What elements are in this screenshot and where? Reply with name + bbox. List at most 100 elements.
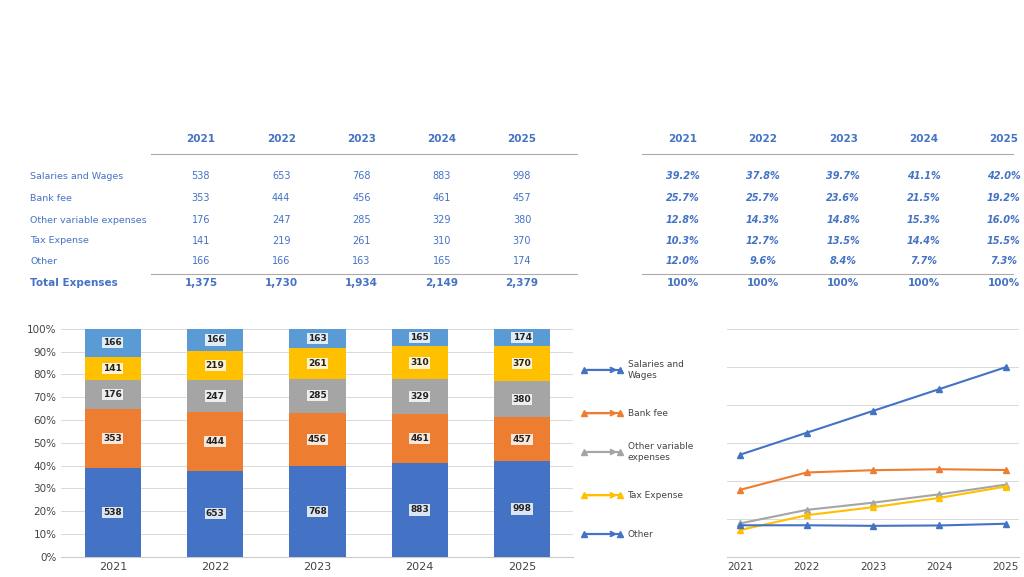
Bar bbox=[391, 463, 447, 557]
Text: 2024: 2024 bbox=[909, 134, 938, 144]
Bar bbox=[290, 413, 345, 466]
Bar bbox=[85, 329, 141, 357]
Text: 2,149: 2,149 bbox=[425, 278, 459, 288]
Text: 2021: 2021 bbox=[668, 134, 697, 144]
Bar bbox=[85, 467, 141, 557]
Bar bbox=[290, 348, 345, 379]
Text: 19.2%: 19.2% bbox=[987, 193, 1021, 203]
Text: 261: 261 bbox=[308, 359, 327, 368]
Text: 8.4%: 8.4% bbox=[829, 256, 857, 266]
Text: 166: 166 bbox=[272, 256, 291, 266]
Text: 141: 141 bbox=[103, 364, 122, 373]
Bar bbox=[187, 380, 244, 413]
Text: 457: 457 bbox=[513, 435, 531, 444]
Text: 310: 310 bbox=[411, 358, 429, 368]
Text: 141: 141 bbox=[191, 236, 210, 246]
Text: 285: 285 bbox=[352, 215, 371, 226]
Text: 998: 998 bbox=[513, 504, 531, 514]
Text: 174: 174 bbox=[513, 333, 531, 342]
Text: 165: 165 bbox=[411, 334, 429, 342]
Text: 165: 165 bbox=[432, 256, 451, 266]
Text: 219: 219 bbox=[206, 361, 224, 370]
Bar bbox=[290, 466, 345, 557]
Text: 2,379: 2,379 bbox=[506, 278, 539, 288]
Text: 2024: 2024 bbox=[427, 134, 457, 144]
Text: 538: 538 bbox=[191, 171, 210, 181]
Text: 23.6%: 23.6% bbox=[826, 193, 860, 203]
Text: 7.3%: 7.3% bbox=[990, 256, 1017, 266]
Text: 166: 166 bbox=[191, 256, 210, 266]
Text: 2023: 2023 bbox=[347, 134, 376, 144]
Text: 998: 998 bbox=[513, 171, 531, 181]
Bar bbox=[85, 357, 141, 380]
Bar bbox=[391, 347, 447, 379]
Text: 174: 174 bbox=[513, 256, 531, 266]
Text: 2025: 2025 bbox=[508, 134, 537, 144]
Text: 166: 166 bbox=[103, 338, 122, 347]
Text: 461: 461 bbox=[411, 434, 429, 443]
Bar bbox=[494, 381, 550, 417]
Bar bbox=[391, 379, 447, 414]
Text: 100%: 100% bbox=[987, 278, 1020, 288]
Text: 7.7%: 7.7% bbox=[910, 256, 937, 266]
Bar bbox=[290, 329, 345, 348]
Text: 15.3%: 15.3% bbox=[906, 215, 940, 226]
Text: 353: 353 bbox=[103, 434, 122, 443]
Bar bbox=[494, 461, 550, 557]
Text: 39.7%: 39.7% bbox=[826, 171, 860, 181]
Text: Top 5 Expense Categories ($'000) - 5 Years to December 2025: Top 5 Expense Categories ($'000) - 5 Yea… bbox=[282, 302, 742, 314]
Text: 12.7%: 12.7% bbox=[746, 236, 779, 246]
Bar bbox=[187, 413, 244, 471]
Text: 285: 285 bbox=[308, 391, 327, 400]
Text: 247: 247 bbox=[206, 392, 224, 400]
Text: 2021: 2021 bbox=[186, 134, 215, 144]
Text: Salaries and Wages: Salaries and Wages bbox=[31, 172, 124, 181]
Text: 538: 538 bbox=[103, 508, 122, 517]
Text: 13.5%: 13.5% bbox=[826, 236, 860, 246]
Text: 176: 176 bbox=[103, 390, 122, 399]
Text: 2022: 2022 bbox=[266, 134, 296, 144]
Text: 370: 370 bbox=[513, 359, 531, 368]
Text: 456: 456 bbox=[308, 435, 327, 444]
Bar bbox=[494, 346, 550, 381]
Bar bbox=[85, 409, 141, 467]
Text: 329: 329 bbox=[432, 215, 451, 226]
Text: 100%: 100% bbox=[746, 278, 779, 288]
Text: 2023: 2023 bbox=[828, 134, 858, 144]
Text: 25.7%: 25.7% bbox=[666, 193, 699, 203]
Text: 21.5%: 21.5% bbox=[906, 193, 940, 203]
Text: Bank fee: Bank fee bbox=[628, 409, 668, 418]
Text: 41.1%: 41.1% bbox=[906, 171, 940, 181]
Text: Top 5 Expense Categories ($'000) - 5 Years to December 2025: Top 5 Expense Categories ($'000) - 5 Yea… bbox=[282, 93, 742, 106]
Text: 310: 310 bbox=[432, 236, 451, 246]
Text: 653: 653 bbox=[206, 509, 224, 518]
Text: 42.0%: 42.0% bbox=[987, 171, 1021, 181]
Text: 768: 768 bbox=[352, 171, 371, 181]
Text: 16.0%: 16.0% bbox=[987, 215, 1021, 226]
Text: 219: 219 bbox=[272, 236, 291, 246]
Bar bbox=[494, 417, 550, 461]
Text: 768: 768 bbox=[308, 507, 327, 516]
Text: Tax Expense: Tax Expense bbox=[31, 237, 89, 245]
Text: Total Expenses: Total Expenses bbox=[31, 278, 118, 288]
Text: Other variable expenses: Other variable expenses bbox=[31, 216, 146, 225]
Text: 25.7%: 25.7% bbox=[746, 193, 779, 203]
Bar bbox=[290, 379, 345, 413]
Text: 15.5%: 15.5% bbox=[987, 236, 1021, 246]
Text: 329: 329 bbox=[411, 392, 429, 402]
Text: 39.2%: 39.2% bbox=[666, 171, 699, 181]
Text: Bank fee: Bank fee bbox=[31, 194, 72, 203]
Text: 2022: 2022 bbox=[749, 134, 777, 144]
Text: 100%: 100% bbox=[907, 278, 940, 288]
Text: 461: 461 bbox=[432, 193, 451, 203]
Bar bbox=[187, 329, 244, 351]
Text: Tax Expense: Tax Expense bbox=[628, 491, 684, 500]
Text: Other: Other bbox=[628, 530, 653, 538]
Text: 100%: 100% bbox=[827, 278, 859, 288]
Text: 380: 380 bbox=[513, 215, 531, 226]
Text: 261: 261 bbox=[352, 236, 371, 246]
Text: 163: 163 bbox=[352, 256, 371, 266]
Text: 1,375: 1,375 bbox=[184, 278, 217, 288]
Text: 12.0%: 12.0% bbox=[666, 256, 699, 266]
Text: Other variable
expenses: Other variable expenses bbox=[628, 442, 693, 462]
